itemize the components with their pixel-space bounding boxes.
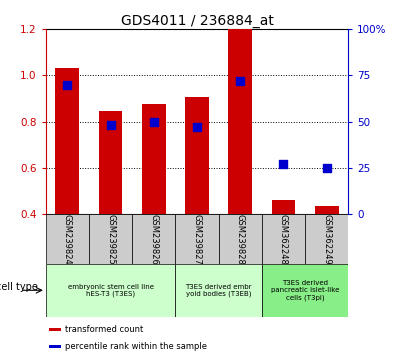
Point: [107, 122, 114, 128]
Bar: [49, 329, 61, 331]
Point: [324, 165, 330, 171]
Bar: [271, 200, 295, 214]
Point: [194, 124, 200, 130]
Bar: [142, 104, 166, 214]
Point: [280, 161, 287, 167]
Text: GSM239827: GSM239827: [193, 213, 201, 264]
Bar: [219, 214, 262, 264]
Bar: [89, 214, 132, 264]
Bar: [262, 264, 348, 317]
Point: [64, 82, 70, 87]
Title: GDS4011 / 236884_at: GDS4011 / 236884_at: [121, 14, 273, 28]
Text: cell type: cell type: [0, 282, 38, 292]
Text: T3ES derived
pancreatic islet-like
cells (T3pi): T3ES derived pancreatic islet-like cells…: [271, 280, 339, 301]
Text: embryonic stem cell line
hES-T3 (T3ES): embryonic stem cell line hES-T3 (T3ES): [68, 284, 154, 297]
Bar: [55, 68, 79, 214]
Text: GSM239826: GSM239826: [149, 213, 158, 264]
Bar: [132, 214, 176, 264]
Bar: [46, 214, 89, 264]
Point: [150, 119, 157, 124]
Text: transformed count: transformed count: [65, 325, 144, 334]
Bar: [305, 214, 348, 264]
Text: GSM362248: GSM362248: [279, 213, 288, 264]
Bar: [176, 264, 262, 317]
Bar: [228, 29, 252, 214]
Text: percentile rank within the sample: percentile rank within the sample: [65, 342, 207, 351]
Text: GSM239824: GSM239824: [63, 213, 72, 264]
Bar: [99, 111, 123, 214]
Bar: [46, 264, 176, 317]
Text: GSM239828: GSM239828: [236, 213, 245, 264]
Bar: [49, 345, 61, 348]
Text: GSM362249: GSM362249: [322, 213, 331, 264]
Bar: [185, 97, 209, 214]
Text: T3ES derived embr
yoid bodies (T3EB): T3ES derived embr yoid bodies (T3EB): [185, 284, 252, 297]
Bar: [262, 214, 305, 264]
Bar: [176, 214, 219, 264]
Bar: [315, 206, 339, 214]
Text: GSM239825: GSM239825: [106, 213, 115, 264]
Point: [237, 78, 244, 84]
